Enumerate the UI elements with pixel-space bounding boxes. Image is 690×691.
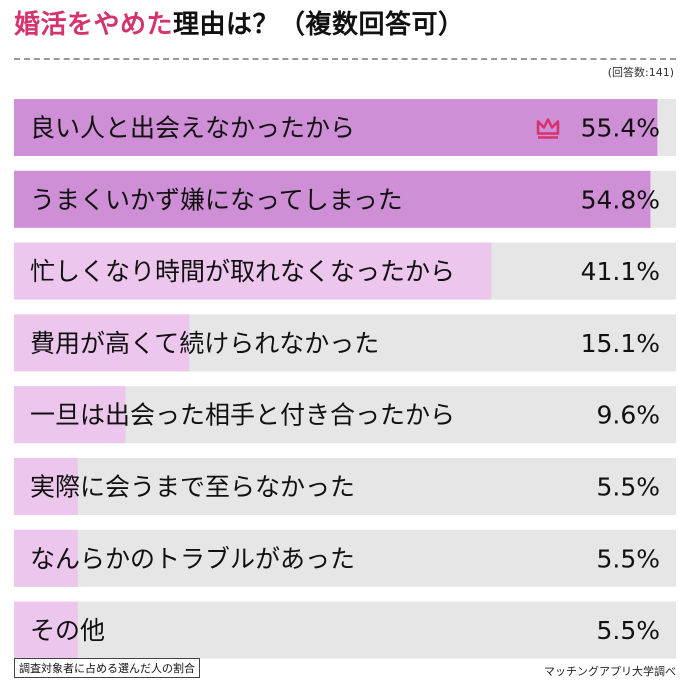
- title-rest: 理由は？（複数回答可）: [173, 10, 465, 40]
- bar-category-label: うまくいかず嫌になってしまった: [30, 185, 403, 214]
- bar-value-label: 15.1%: [581, 329, 660, 358]
- bar-value-label: 5.5%: [596, 473, 660, 502]
- bar: [14, 601, 78, 659]
- footnote: 調査対象者に占める選んだ人の割合: [14, 658, 200, 678]
- title-accent: 婚活をやめた: [14, 10, 174, 40]
- bar-category-label: 忙しくなり時間が取れなくなったから: [30, 257, 455, 286]
- bar-value-label: 9.6%: [596, 401, 660, 430]
- bar-category-label: 実際に会うまで至らなかった: [30, 473, 355, 502]
- bar-value-label: 5.5%: [596, 544, 660, 573]
- source-credit: マッチングアプリ大学調べ: [544, 665, 676, 678]
- bar: [14, 170, 651, 228]
- bar: [14, 314, 190, 372]
- respondent-count: (回答数:141): [607, 66, 674, 79]
- bar-category-label: 一旦は出会った相手と付き合ったから: [30, 401, 455, 430]
- bar-track: [14, 458, 676, 515]
- title-divider: [14, 58, 676, 60]
- bar: [14, 529, 78, 587]
- bar: [14, 99, 658, 156]
- bar-category-label: なんらかのトラブルがあった: [30, 544, 355, 573]
- bar-category-label: 費用が高くて続けられなかった: [30, 329, 379, 358]
- bar-value-label: 5.5%: [596, 616, 660, 645]
- bar: [14, 242, 492, 300]
- bar-track: [14, 529, 676, 587]
- bar-value-label: 41.1%: [581, 257, 660, 286]
- bar: [14, 458, 78, 515]
- bar-value-label: 54.8%: [581, 185, 660, 214]
- bar-track: [14, 601, 676, 659]
- crown-icon: [536, 118, 560, 135]
- bar-category-label: その他: [30, 616, 105, 645]
- bar-value-label: 55.4%: [581, 114, 660, 143]
- page-title: 婚活をやめた理由は？（複数回答可）: [14, 4, 465, 41]
- bar: [14, 386, 126, 444]
- bar-category-label: 良い人と出会えなかったから: [30, 114, 355, 143]
